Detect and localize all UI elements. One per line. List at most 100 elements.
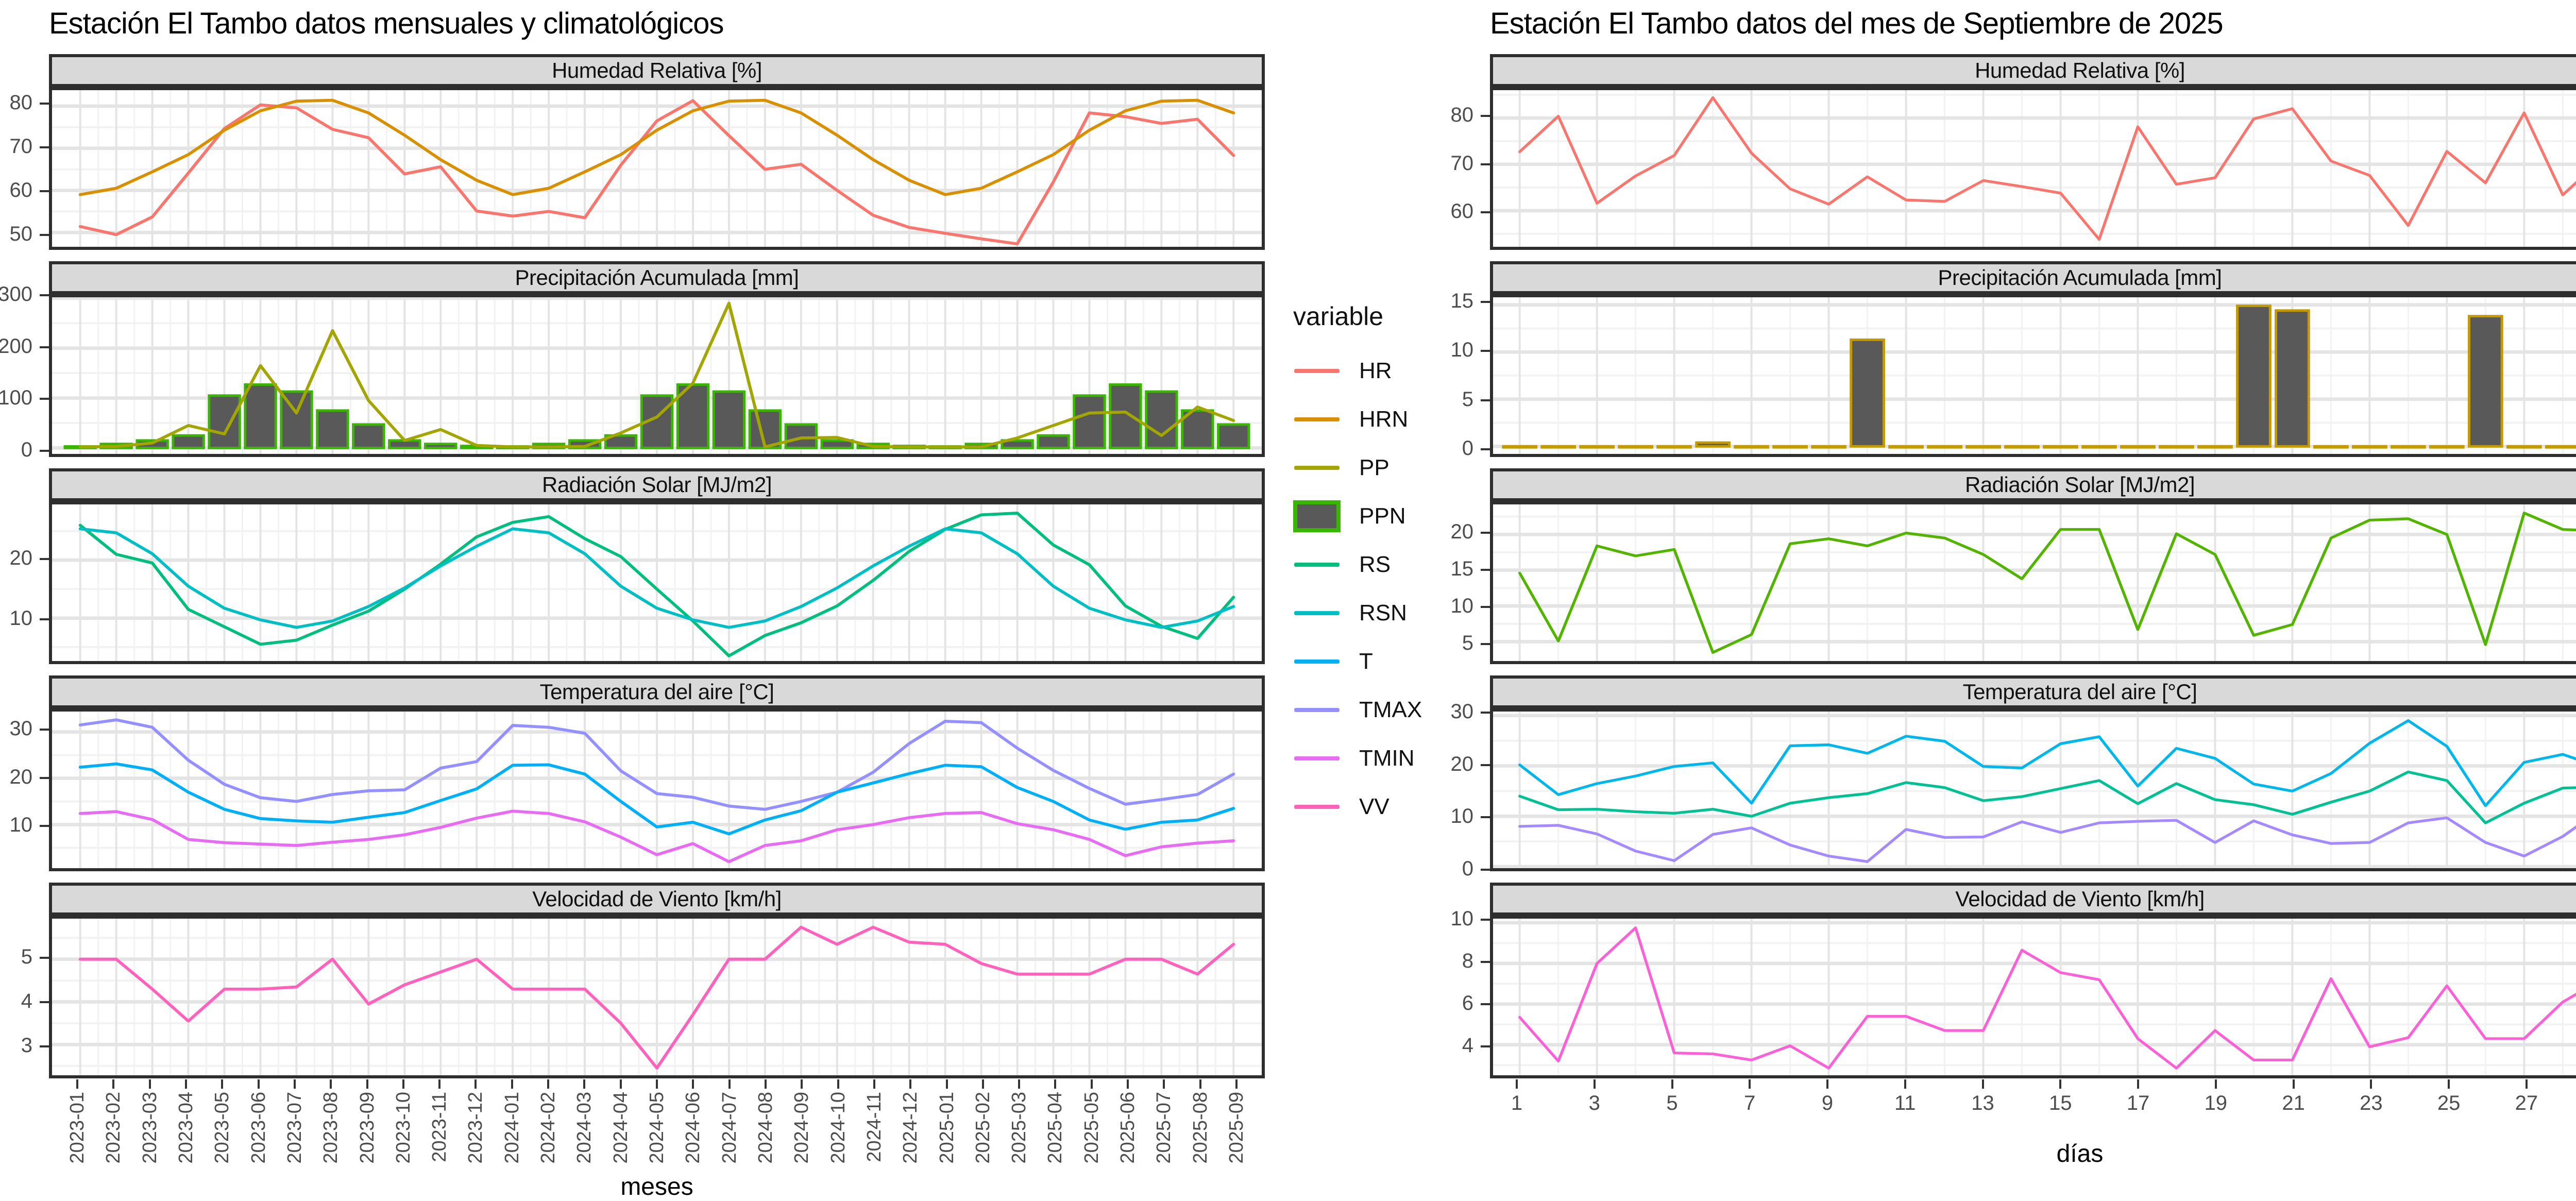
x-tick-mark <box>2525 1079 2528 1089</box>
y-tick-label: 10 <box>9 814 33 837</box>
y-tick-mark <box>40 729 49 731</box>
y-tick-mark <box>1481 919 1490 921</box>
y-tick-mark <box>1481 1045 1490 1048</box>
legend-key-line-swatch <box>1294 611 1340 615</box>
y-tick-label: 10 <box>1450 339 1474 362</box>
x-tick-label: 13 <box>1971 1092 1994 1114</box>
x-tick-mark <box>438 1079 441 1089</box>
legend-key-line-swatch <box>1294 417 1340 421</box>
x-tick-label: 2023-12 <box>465 1092 487 1164</box>
x-tick-label: 2024-12 <box>900 1092 922 1164</box>
series-line-VV <box>78 925 1235 1070</box>
x-tick-mark <box>1671 1079 1673 1089</box>
bar-PPN <box>1001 439 1034 449</box>
x-tick-mark <box>764 1079 767 1089</box>
facet-plot-area <box>49 501 1265 664</box>
y-tick-label: 6 <box>1462 992 1473 1015</box>
facet-plot-area <box>1490 501 2576 664</box>
legend-key <box>1293 708 1341 712</box>
series-line-RS <box>78 512 1235 657</box>
legend-key-line-swatch <box>1294 563 1340 567</box>
x-tick-mark <box>402 1079 404 1089</box>
left-legend-items: HR HRN PP PPN RS RSN T TMAX TMIN VV <box>1293 347 1484 831</box>
bar-PP <box>2081 445 2117 449</box>
bar-PP <box>1502 445 1538 449</box>
bar-PPN <box>1181 409 1214 449</box>
x-tick-mark <box>474 1079 477 1089</box>
bar-PP <box>1695 441 1731 448</box>
x-tick-label: 1 <box>1511 1092 1523 1114</box>
bar-PP <box>2004 445 2040 449</box>
x-tick-label: 2024-01 <box>501 1092 523 1164</box>
panel-canvas <box>1493 297 2576 454</box>
legend-item-label: HRN <box>1359 407 1409 432</box>
bar-PP <box>2043 445 2078 449</box>
legend-item-label: PP <box>1359 455 1389 480</box>
x-tick-label: 2023-01 <box>66 1092 88 1164</box>
x-tick-mark <box>619 1079 622 1089</box>
legend-key-line-swatch <box>1294 805 1340 809</box>
legend-item-hrn: HRN <box>1293 395 1484 444</box>
bar-PP <box>1540 445 1577 449</box>
x-tick-label: 2025-09 <box>1226 1092 1247 1164</box>
x-tick-label: 2024-09 <box>791 1092 813 1164</box>
y-tick-label: 15 <box>1450 290 1474 313</box>
bar-PP <box>1656 445 1692 449</box>
facet-strip: Humedad Relativa [%] <box>1490 54 2576 87</box>
right-x-axis-title: días <box>2056 1140 2104 1168</box>
facet-strip-title: Radiación Solar [MJ/m2] <box>1964 472 2195 497</box>
y-tick-label: 0 <box>21 438 32 461</box>
bar-PPN <box>1217 423 1250 449</box>
y-tick-label: 10 <box>1450 805 1474 828</box>
y-tick-label: 0 <box>1462 436 1473 460</box>
legend-item-label: PPN <box>1359 503 1406 529</box>
bar-PPN <box>424 443 457 449</box>
y-tick-mark <box>1481 712 1490 714</box>
bar-PPN <box>208 394 241 449</box>
x-tick-label: 23 <box>2360 1092 2383 1114</box>
y-tick-label: 4 <box>21 989 32 1012</box>
facet-strip: Velocidad de Viento [km/h] <box>49 883 1265 916</box>
y-tick-label: 200 <box>0 334 32 358</box>
x-tick-label: 2023-11 <box>429 1092 451 1162</box>
x-tick-mark <box>330 1079 332 1089</box>
x-tick-mark <box>1904 1079 1906 1089</box>
legend-key-box-swatch <box>1293 500 1341 532</box>
y-tick-mark <box>1481 301 1490 303</box>
bar-PPN <box>1037 434 1070 449</box>
y-tick-label: 5 <box>21 945 32 968</box>
bar-PP <box>1888 445 1924 449</box>
bar-PP <box>2467 315 2503 448</box>
bar-PP <box>2197 445 2233 449</box>
bar-PP <box>2120 445 2156 449</box>
bar-PP <box>1734 445 1769 449</box>
x-tick-mark <box>112 1079 115 1089</box>
legend-key <box>1293 466 1341 470</box>
y-tick-label: 30 <box>1450 700 1474 723</box>
y-tick-label: 10 <box>1450 907 1474 931</box>
legend-key <box>1293 417 1341 421</box>
facet-plot-area <box>1490 708 2576 871</box>
y-tick-mark <box>40 618 49 621</box>
series-line-RSN <box>78 527 1235 629</box>
y-tick-mark <box>1481 568 1490 571</box>
left-chart-legend: variable HR HRN PP PPN RS RSN T TMAX TMIN VV <box>1293 301 1484 831</box>
y-tick-mark <box>40 294 49 296</box>
x-tick-mark <box>2448 1079 2450 1089</box>
legend-item-rs: RS <box>1293 540 1484 589</box>
y-tick-label: 70 <box>9 135 33 158</box>
legend-item-hr: HR <box>1293 347 1484 395</box>
y-tick-mark <box>40 825 49 827</box>
x-tick-label: 2023-04 <box>175 1092 197 1164</box>
x-tick-mark <box>728 1079 731 1089</box>
y-tick-label: 50 <box>9 223 33 246</box>
y-tick-mark <box>40 346 49 348</box>
y-tick-mark <box>40 146 49 149</box>
y-tick-label: 100 <box>0 386 32 410</box>
y-tick-label: 20 <box>9 765 33 788</box>
series-line-VV <box>1518 926 2576 1070</box>
right-chart-title: Estación El Tambo datos del mes de Septi… <box>1490 7 2224 40</box>
x-tick-mark <box>1018 1079 1021 1089</box>
series-line-TMAX <box>78 718 1235 811</box>
y-tick-mark <box>40 956 49 959</box>
